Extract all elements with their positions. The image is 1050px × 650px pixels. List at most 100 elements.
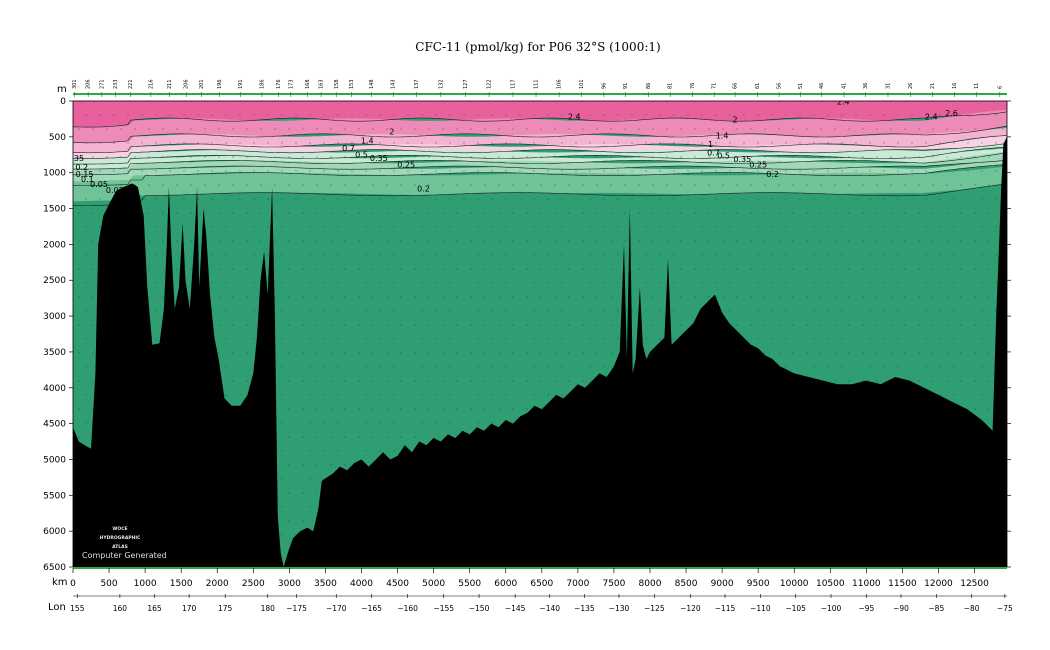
contour-label: 2.6 (945, 109, 958, 118)
lon-tick-label: −90 (893, 604, 909, 613)
y-tick-label: 3000 (43, 312, 66, 322)
lon-tick-label: 165 (147, 604, 162, 613)
lon-tick-label: 155 (70, 604, 85, 613)
contour-label: 0.2 (75, 163, 88, 172)
contour-line (73, 183, 1007, 206)
bathymetry-bottom (73, 136, 1007, 567)
station-tick-label: 148 (369, 79, 375, 89)
contour-lines (73, 111, 1007, 206)
station-tick-label: 111 (534, 79, 540, 89)
contour-label: 0.05 (90, 180, 108, 189)
lon-tick-label: 160 (113, 604, 128, 613)
lon-tick-label: −105 (785, 604, 806, 613)
station-tick-label: 132 (438, 79, 444, 89)
station-tick-label: 6 (997, 86, 1003, 89)
station-tick-label: 216 (148, 79, 154, 89)
lon-axis: 155 160 165 170 175 180 −175 −170 −165 −160 −155 −1… (70, 594, 1013, 613)
lon-tick-label: −80 (964, 604, 980, 613)
station-tick-label: 233 (113, 79, 119, 89)
contour-label: 0.35 (370, 154, 388, 163)
station-tick-label: 117 (511, 79, 517, 89)
lon-tick-label: −145 (505, 604, 526, 613)
contour-label: 1 (708, 140, 713, 149)
woce-watermark: WOCE HYDROGRAPHIC ATLAS Computer Generat… (82, 526, 167, 560)
station-tick-label: 41 (842, 83, 848, 89)
station-tick-label: 91 (623, 83, 629, 89)
contour-label: 2 (733, 116, 738, 125)
station-tick-label: 173 (288, 79, 294, 89)
x-tick-label: 6000 (494, 579, 517, 589)
x-tick-label: 6500 (530, 579, 553, 589)
station-tick-label: 271 (99, 79, 105, 89)
x-tick-label: 2000 (206, 579, 229, 589)
lon-tick-label: −135 (574, 604, 595, 613)
lon-tick-label: −175 (286, 604, 307, 613)
contour-line (73, 143, 1007, 159)
x-tick-label: 4000 (350, 579, 373, 589)
station-tick-label: 127 (463, 79, 469, 89)
lon-tick-label: −95 (858, 604, 874, 613)
station-tick-label: 176 (276, 79, 282, 89)
x-tick-label: 8000 (639, 579, 662, 589)
x-tick-label: 1500 (170, 579, 193, 589)
station-tick-label: 158 (334, 79, 340, 89)
contour-label: 0.2 (417, 184, 430, 193)
x-tick-label: 11000 (852, 579, 881, 589)
contour-label: 1.4 (716, 131, 729, 140)
contour-label: 0.02 (106, 186, 124, 195)
x-tick-label: 7500 (602, 579, 625, 589)
y-axis-title: m (57, 84, 67, 95)
x-tick-label: 3000 (278, 579, 301, 589)
contour-label: 0.1 (81, 175, 94, 184)
contour-label: 0.15 (76, 170, 94, 179)
station-tick-label: 196 (217, 79, 223, 89)
x-tick-label: 3500 (314, 579, 337, 589)
station-tick-label: 46 (819, 83, 825, 89)
contour-label: 1.4 (361, 136, 374, 145)
contour-label: 0.35 (733, 155, 751, 164)
lon-tick-label: −85 (928, 604, 944, 613)
x-tick-label: 10500 (816, 579, 845, 589)
station-tick-label: 191 (238, 79, 244, 89)
plot-area: 2.42.4 2 2.4 2.621.41.410.7 0.70.5 0.50.35 0.3… (73, 101, 1007, 567)
station-tick-label: 31 (886, 83, 892, 89)
lon-tick-label: 175 (218, 604, 233, 613)
station-tick-label: 221 (128, 79, 134, 89)
contour-line (73, 135, 1007, 154)
contour-labels: 2.42.4 2 2.4 2.621.41.410.7 0.70.5 0.50.35 0.3… (73, 101, 958, 195)
watermark-line2: HYDROGRAPHIC (100, 535, 141, 541)
station-tick-label: 101 (579, 79, 585, 89)
station-tick-label: 66 (733, 83, 739, 89)
x-axis-title: km (52, 577, 68, 588)
lon-tick-label: −155 (433, 604, 454, 613)
lon-tick-label: −140 (539, 604, 560, 613)
y-tick-label: 2000 (43, 240, 66, 250)
contour-line (73, 152, 1007, 170)
station-tick-label: 61 (755, 83, 761, 89)
contour-label: 0.25 (749, 161, 767, 170)
y-tick-label: 500 (49, 133, 66, 143)
contour-line (73, 159, 1007, 176)
lon-tick-label: −130 (609, 604, 630, 613)
y-tick-label: 4000 (43, 384, 66, 394)
y-tick-label: 5000 (43, 455, 66, 465)
y-tick-label: 1500 (43, 205, 66, 215)
station-tick-label: 143 (391, 79, 397, 89)
chart-title: CFC-11 (pmol/kg) for P06 32°S (1000:1) (415, 40, 661, 54)
x-tick-label: 12500 (960, 579, 989, 589)
contour-label: 2.4 (925, 112, 938, 121)
x-tick-label: 4500 (386, 579, 409, 589)
lon-tick-label: 180 (261, 604, 276, 613)
station-tick-label: 26 (908, 83, 914, 89)
station-tick-label: 206 (184, 79, 190, 89)
contour-label: 0.2 (766, 170, 779, 179)
y-tick-label: 3500 (43, 348, 66, 358)
x-tick-label: 8500 (675, 579, 698, 589)
station-axis: 301 206 271 233 221 216 211 206 201 196 191 186 176 1… (72, 79, 1003, 97)
contour-label: 0.5 (717, 151, 730, 160)
y-tick-label: 6000 (43, 527, 66, 537)
contour-label: 2.4 (568, 113, 581, 122)
x-tick-label: 1000 (134, 579, 157, 589)
contour-label: 0.7 (707, 149, 720, 158)
